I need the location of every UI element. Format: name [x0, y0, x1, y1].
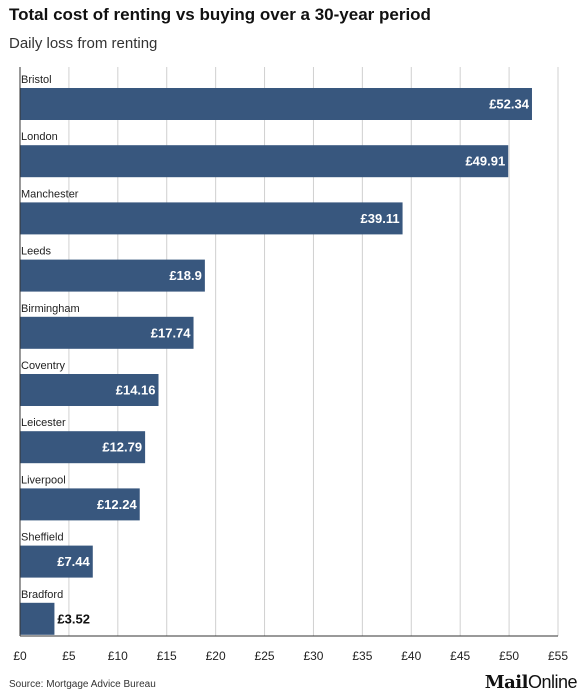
category-label: Liverpool	[21, 474, 66, 486]
x-tick-label: £25	[255, 649, 275, 663]
chart-title: Total cost of renting vs buying over a 3…	[9, 5, 431, 24]
data-label: £49.91	[465, 154, 505, 169]
x-tick-label: £30	[303, 649, 323, 663]
data-label: £12.24	[97, 497, 138, 512]
x-tick-label: £55	[548, 649, 568, 663]
x-tick-label: £50	[499, 649, 519, 663]
category-label: Coventry	[21, 360, 66, 372]
category-label: Bristol	[21, 74, 52, 86]
category-label: Leeds	[21, 246, 51, 258]
category-label: Birmingham	[21, 303, 80, 315]
mailonline-logo: MailOnline	[484, 672, 578, 693]
data-label: £3.52	[57, 611, 90, 626]
bars: Bristol £52.34 London £49.91 Manchester £39.1…	[20, 74, 532, 635]
bar	[20, 374, 159, 406]
logo-online: Online	[527, 672, 578, 692]
bar	[20, 259, 205, 292]
x-tick-label: £45	[450, 649, 470, 663]
source-note: Source: Mortgage Advice Bureau	[9, 679, 156, 690]
x-tick-label: £40	[401, 649, 421, 663]
data-label: £12.79	[102, 440, 142, 455]
bar	[20, 88, 532, 120]
data-label: £14.16	[116, 383, 156, 398]
category-label: Leicester	[21, 417, 66, 429]
chart-subtitle: Daily loss from renting	[9, 35, 158, 52]
bar	[20, 145, 509, 178]
data-label: £7.44	[57, 554, 90, 569]
category-label: Sheffield	[21, 532, 64, 544]
category-label: Manchester	[21, 188, 79, 200]
x-tick-label: £15	[157, 649, 177, 663]
data-label: £39.11	[361, 211, 400, 226]
x-tick-label: £10	[108, 649, 128, 663]
bar	[20, 545, 93, 578]
bar	[20, 488, 140, 521]
data-label: £52.34	[489, 97, 530, 112]
x-tick-label: £0	[13, 649, 27, 663]
bar	[20, 431, 146, 464]
bar	[20, 316, 194, 349]
x-tick-label: £35	[352, 649, 372, 663]
x-tick-label: £20	[206, 649, 226, 663]
data-label: £17.74	[151, 325, 192, 340]
x-tick-label: £5	[62, 649, 76, 663]
bar	[20, 202, 403, 235]
x-axis: £0 £5 £10 £15 £20 £25 £30 £35 £40 £45 £50 £55	[13, 67, 568, 663]
category-label: Bradford	[21, 589, 63, 601]
data-label: £18.9	[169, 268, 202, 283]
logo-mail: Mail	[484, 672, 529, 693]
bar	[20, 602, 55, 635]
category-label: London	[21, 131, 58, 143]
